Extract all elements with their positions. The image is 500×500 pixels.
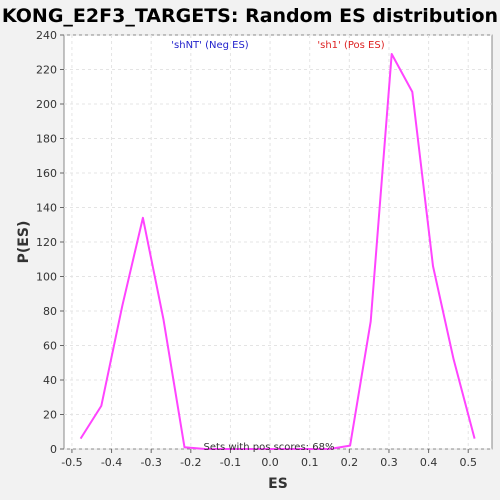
es-distribution-line [79, 53, 476, 450]
series-group [79, 53, 476, 450]
x-tick-label: -0.3 [140, 456, 161, 469]
x-tick-label: -0.2 [180, 456, 201, 469]
plot-area [63, 34, 493, 450]
pos-score-footer: Sets with pos scores: 68% [204, 442, 335, 453]
x-axis-label: ES [268, 476, 288, 492]
y-tick-label: 20 [43, 409, 57, 422]
x-tick-label: 0.5 [459, 456, 477, 469]
x-tick-label: -0.5 [61, 456, 82, 469]
x-tick-label: 0.4 [420, 456, 438, 469]
y-tick-label: 240 [36, 29, 57, 42]
y-axis-ticks: 0 20 40 60 80 100 120 140 160 180 200 220 240 [36, 29, 64, 456]
y-tick-label: 220 [36, 64, 57, 77]
y-tick-label: 0 [50, 443, 57, 456]
chart-title: KONG_E2F3_TARGETS: Random ES distributio… [2, 5, 498, 27]
y-tick-label: 100 [36, 271, 57, 284]
y-tick-label: 200 [36, 98, 57, 111]
x-tick-label: 0.0 [261, 456, 279, 469]
y-tick-label: 180 [36, 133, 57, 146]
y-tick-label: 120 [36, 236, 57, 249]
y-axis-label: P(ES) [16, 221, 32, 264]
neg-es-label: 'shNT' (Neg ES) [171, 40, 249, 51]
x-tick-label: 0.2 [341, 456, 359, 469]
y-tick-label: 60 [43, 340, 57, 353]
x-tick-label: 0.3 [380, 456, 398, 469]
y-tick-label: 140 [36, 202, 57, 215]
y-tick-label: 80 [43, 305, 57, 318]
x-tick-label: -0.4 [101, 456, 122, 469]
x-tick-label: -0.1 [220, 456, 241, 469]
pos-es-label: 'sh1' (Pos ES) [317, 40, 384, 51]
x-tick-label: 0.1 [301, 456, 319, 469]
y-tick-label: 160 [36, 167, 57, 180]
grid-lines [64, 34, 492, 450]
y-tick-label: 40 [43, 374, 57, 387]
x-axis-ticks: -0.5 -0.4 -0.3 -0.2 -0.1 0.0 0.1 0.2 0.3 0.4 0.5 [61, 449, 477, 469]
